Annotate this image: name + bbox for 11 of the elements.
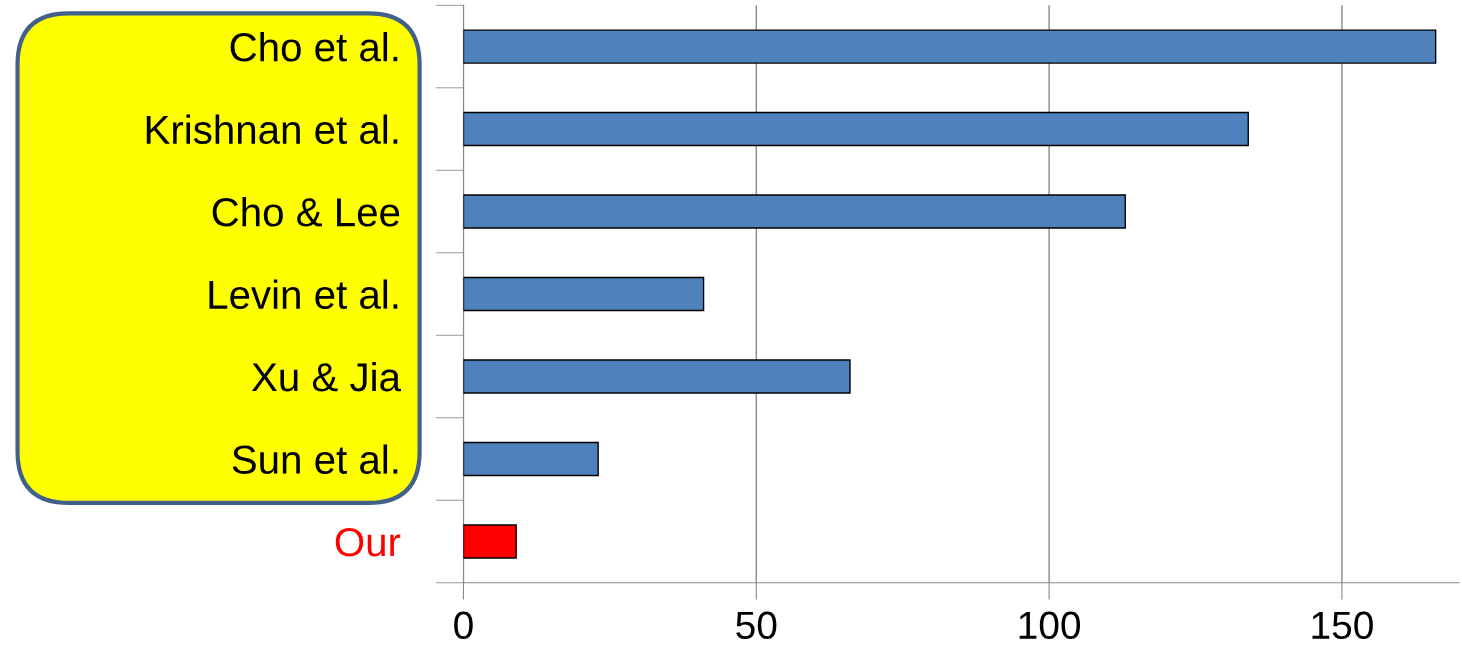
y-tick-label: Our: [335, 527, 401, 557]
y-tick-label: Sun et al.: [232, 444, 398, 475]
x-tick-label: 150: [1312, 611, 1373, 640]
y-tick-label: Cho et al.: [230, 31, 398, 62]
y-tick-label: Xu & Jia: [251, 361, 401, 392]
y-tick-label: Cho & Lee: [212, 196, 400, 227]
x-tick-label: 100: [1019, 611, 1081, 640]
x-tick-label: 50: [736, 611, 777, 640]
y-tick-label: Krishnan et al.: [146, 114, 398, 145]
x-tick-label: 0: [454, 611, 473, 640]
y-tick-label: Levin et al.: [209, 279, 398, 310]
